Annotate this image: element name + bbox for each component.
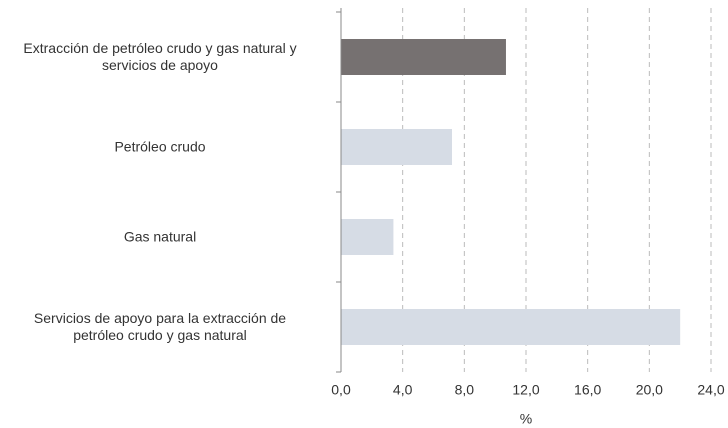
x-tick-label: 4,0 [393,382,413,398]
y-tick-label: Petróleo crudo [114,138,206,155]
y-tick-label: Servicios de apoyo para la extracción de… [33,310,287,343]
y-tick-label: Extracción de petróleo crudo y gas natur… [23,40,297,73]
bar [341,309,681,345]
bar [341,39,506,75]
x-tick-label: 20,0 [636,382,663,398]
y-tick-label: Gas natural [123,228,197,245]
x-axis-label: % [520,411,532,427]
bar [341,129,452,165]
x-tick-label: 8,0 [455,382,475,398]
bar [341,219,394,255]
x-tick-label: 12,0 [512,382,539,398]
x-tick-label: 16,0 [574,382,601,398]
x-tick-label: 24,0 [697,382,724,398]
x-tick-label: 0,0 [331,382,351,398]
